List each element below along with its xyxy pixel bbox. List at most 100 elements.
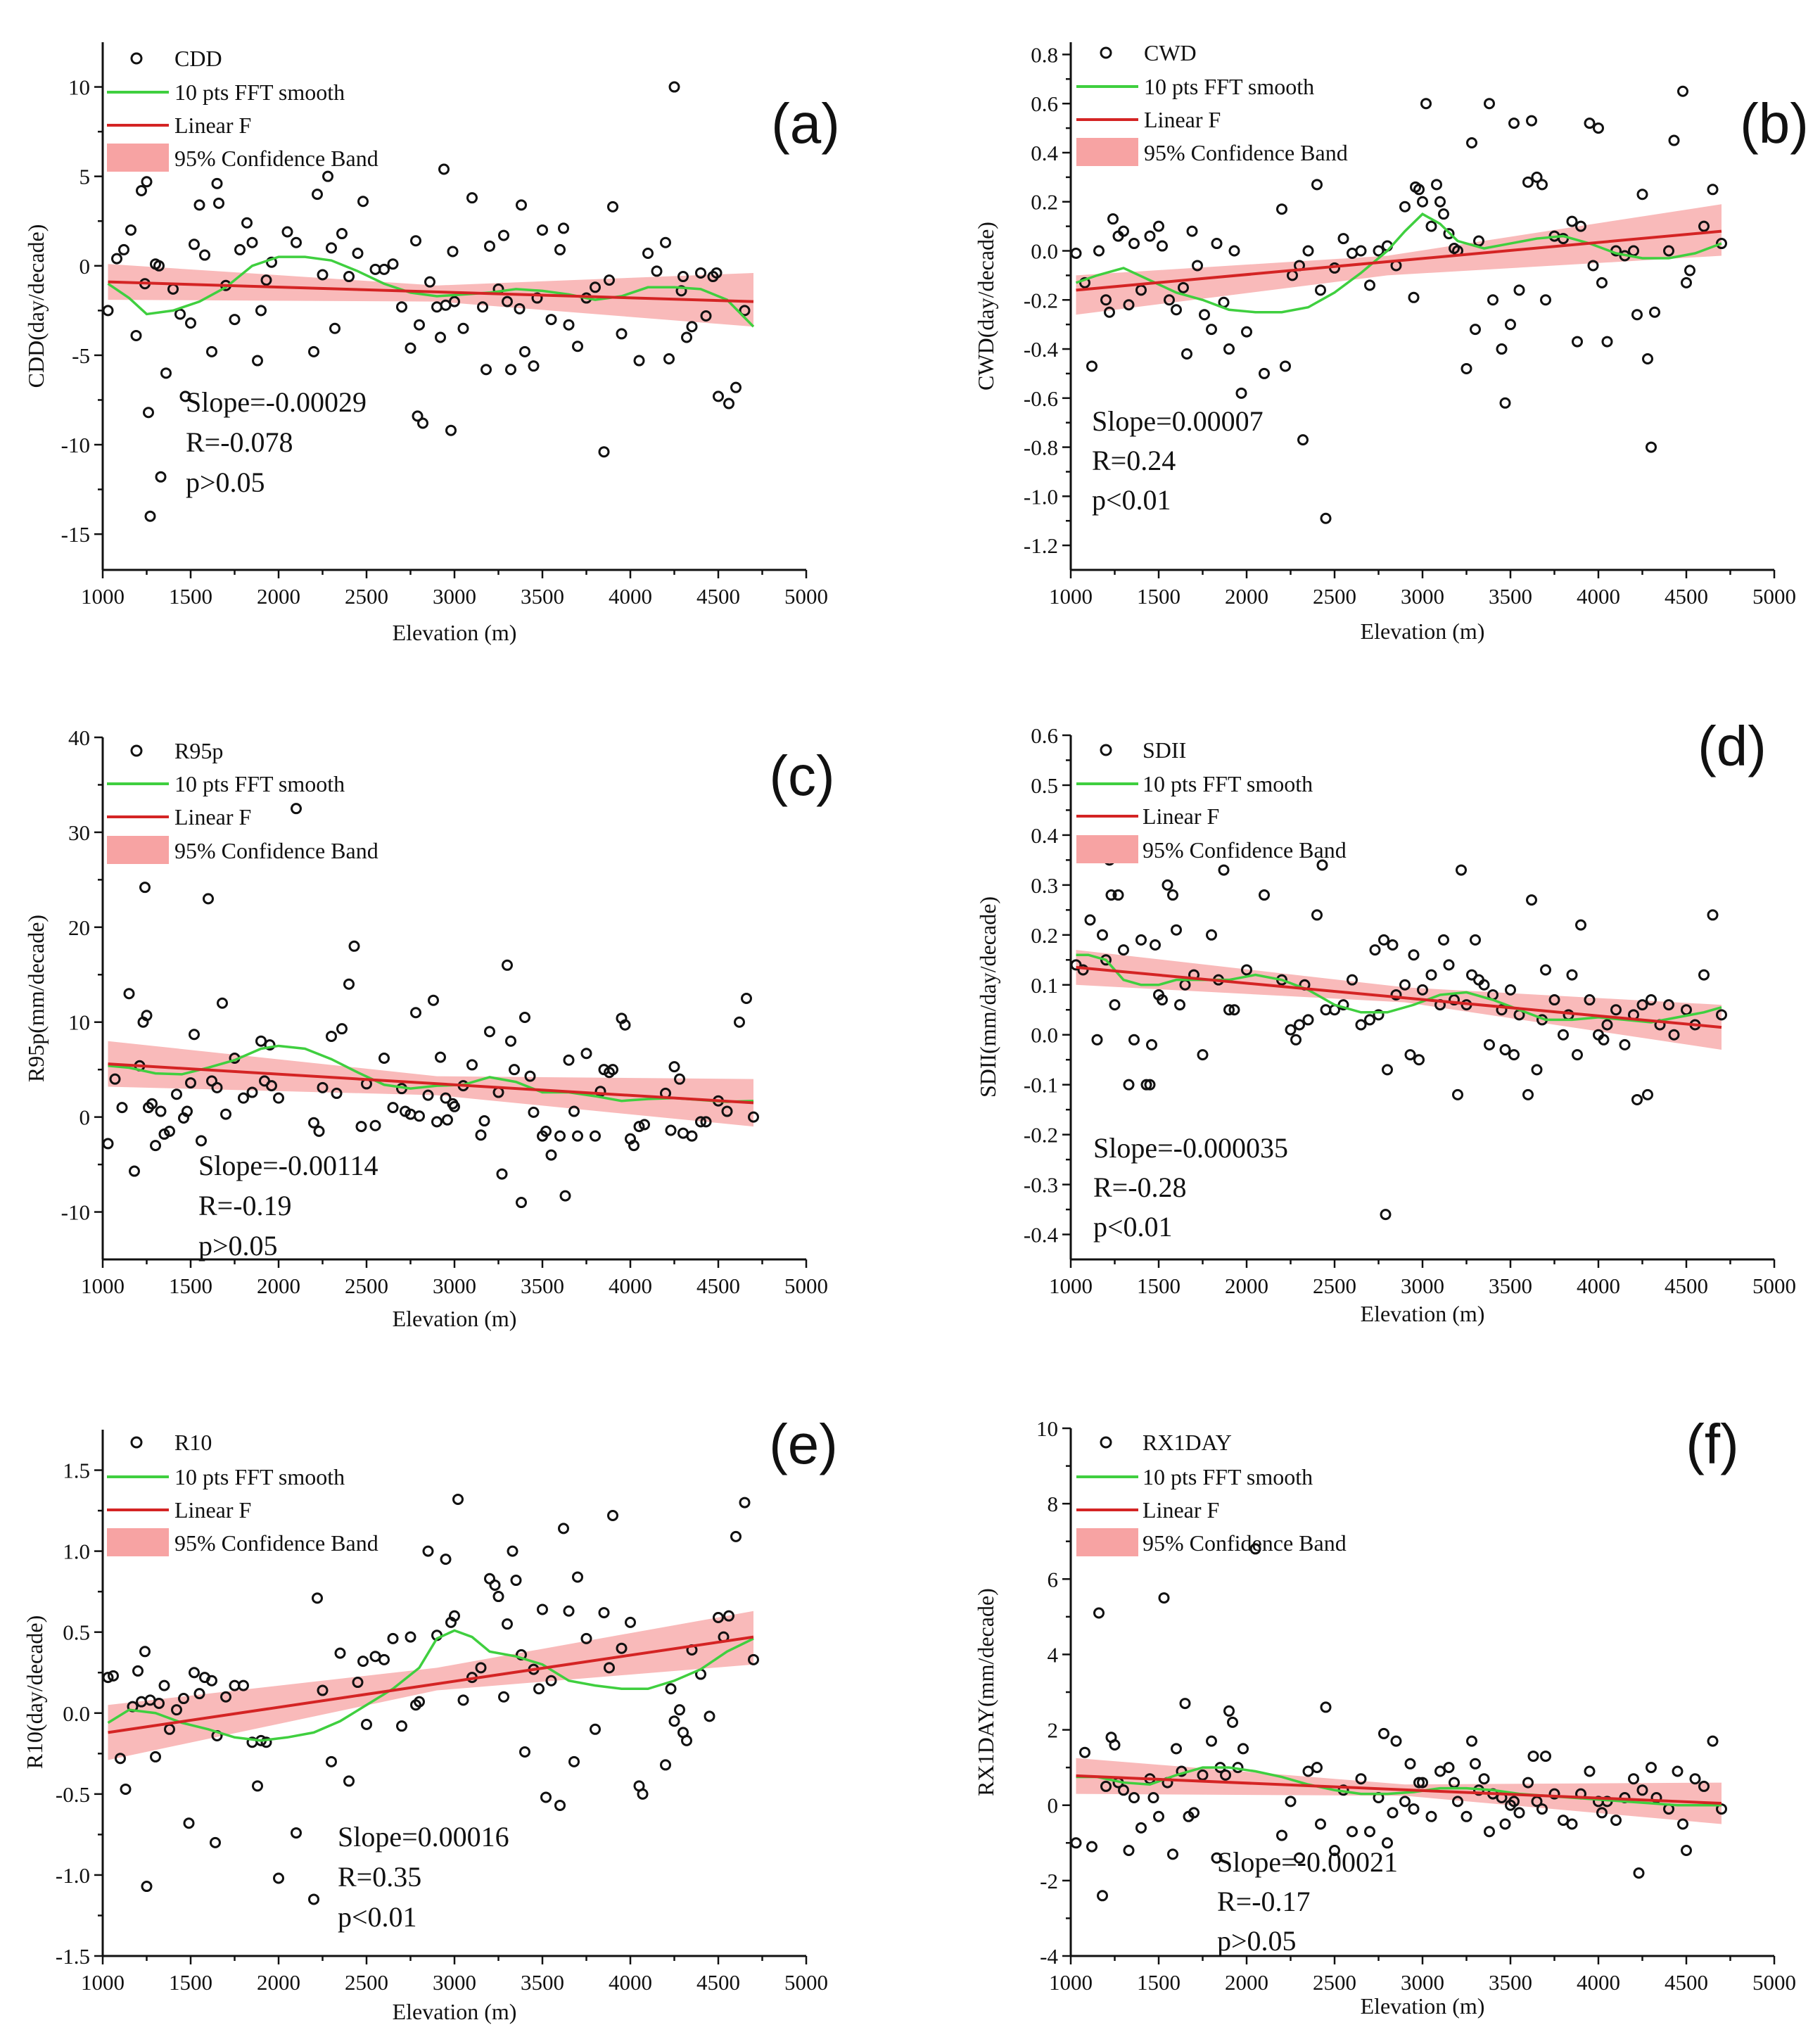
data-point <box>179 390 191 402</box>
data-point <box>1499 1818 1511 1830</box>
data-point <box>1636 999 1648 1011</box>
data-point <box>1378 1727 1389 1739</box>
x-tick-label: 5000 <box>784 584 828 609</box>
data-point <box>1241 964 1252 976</box>
data-point <box>1466 137 1477 149</box>
axes: 1000 1500 2000 2500 3000 3500 4000 4500 5000 10 5 0… <box>61 42 828 609</box>
data-point <box>1558 1815 1569 1827</box>
data-point <box>1157 994 1168 1006</box>
legend-marker-points <box>130 52 143 65</box>
data-point <box>1364 1014 1375 1026</box>
data-point <box>625 1616 636 1628</box>
data-point <box>554 1799 566 1811</box>
data-point <box>660 1759 671 1771</box>
data-point <box>1320 1701 1332 1713</box>
x-tick-label: 2000 <box>257 1273 300 1298</box>
data-point <box>1228 245 1240 257</box>
data-point <box>1355 245 1367 257</box>
y-tick-label: 0.0 <box>63 1701 90 1726</box>
data-point <box>1091 1034 1103 1046</box>
data-point <box>1449 994 1460 1006</box>
data-point <box>1109 1739 1121 1751</box>
y-tick-label: 0.8 <box>1031 42 1058 67</box>
data-point <box>668 1715 680 1727</box>
data-point <box>1249 1543 1261 1555</box>
data-point <box>155 1105 167 1117</box>
data-point <box>1452 1088 1463 1100</box>
data-point <box>1197 1049 1209 1061</box>
data-point <box>537 1603 548 1615</box>
x-tick-label: 3000 <box>433 1970 476 1995</box>
data-point <box>141 1881 153 1893</box>
data-point <box>199 249 210 261</box>
data-point <box>1162 879 1173 891</box>
data-point <box>1646 994 1657 1006</box>
fft-smooth-line <box>1076 1766 1722 1807</box>
data-point <box>1408 1803 1420 1815</box>
data-point <box>1079 277 1090 288</box>
data-point <box>1499 397 1511 409</box>
data-point <box>700 1116 712 1128</box>
data-point <box>1443 959 1455 971</box>
x-tick-label: 1000 <box>1049 1970 1093 1995</box>
data-point <box>1347 248 1358 259</box>
data-point <box>428 994 439 1006</box>
data-point <box>510 1575 522 1587</box>
data-point <box>1572 1049 1583 1061</box>
data-point <box>514 303 526 315</box>
data-point <box>1118 944 1129 956</box>
data-point <box>343 271 355 283</box>
data-point <box>545 1675 557 1687</box>
data-point <box>331 1087 343 1099</box>
legend-label-fit: Linear F <box>174 113 251 138</box>
data-point <box>711 267 723 279</box>
data-point <box>1677 85 1688 97</box>
x-tick-label: 1000 <box>81 1273 125 1298</box>
data-point <box>1631 309 1643 321</box>
p-text: p<0.01 <box>1093 1211 1173 1243</box>
data-point <box>1167 889 1178 901</box>
data-point <box>739 305 751 317</box>
linear-fit-line <box>1076 965 1722 1029</box>
data-point <box>1228 1004 1240 1016</box>
data-point <box>185 1077 196 1089</box>
x-tick-label: 4500 <box>696 1273 740 1298</box>
data-point <box>1531 1064 1543 1076</box>
data-point <box>1337 233 1349 245</box>
y-axis-title: RX1DAY(mm/decade) <box>973 1588 998 1796</box>
data-point <box>598 446 610 458</box>
data-point <box>1425 220 1437 232</box>
x-tick-label: 3000 <box>1401 1273 1444 1298</box>
x-tick-label: 3500 <box>1489 1970 1532 1995</box>
data-point <box>1646 1762 1657 1774</box>
data-point <box>291 236 302 248</box>
data-point <box>1237 1743 1249 1755</box>
data-point <box>677 271 689 283</box>
data-point <box>412 410 424 422</box>
x-tick-label: 2500 <box>1313 584 1356 609</box>
data-point <box>417 417 428 429</box>
data-point <box>1636 189 1648 201</box>
data-point <box>1369 944 1381 956</box>
data-point <box>308 1893 319 1905</box>
data-point <box>563 319 575 331</box>
data-point <box>466 1059 478 1071</box>
data-point <box>317 1081 329 1093</box>
data-point <box>519 1746 530 1758</box>
confidence-band <box>1076 950 1722 1050</box>
data-point <box>108 1670 119 1682</box>
legend-label-band: 95% Confidence Band <box>174 1530 378 1556</box>
data-point <box>1135 934 1147 946</box>
data-point <box>1508 117 1520 129</box>
data-point <box>1478 979 1490 991</box>
confidence-band <box>1076 1758 1722 1824</box>
data-point <box>252 1780 263 1792</box>
data-point <box>563 1605 575 1617</box>
data-point <box>118 243 129 255</box>
data-point <box>139 1646 151 1658</box>
data-point <box>442 1114 453 1126</box>
x-tick-label: 2000 <box>257 1970 300 1995</box>
legend-marker-points <box>130 744 143 757</box>
data-point <box>1484 1826 1495 1838</box>
data-point <box>410 235 421 247</box>
